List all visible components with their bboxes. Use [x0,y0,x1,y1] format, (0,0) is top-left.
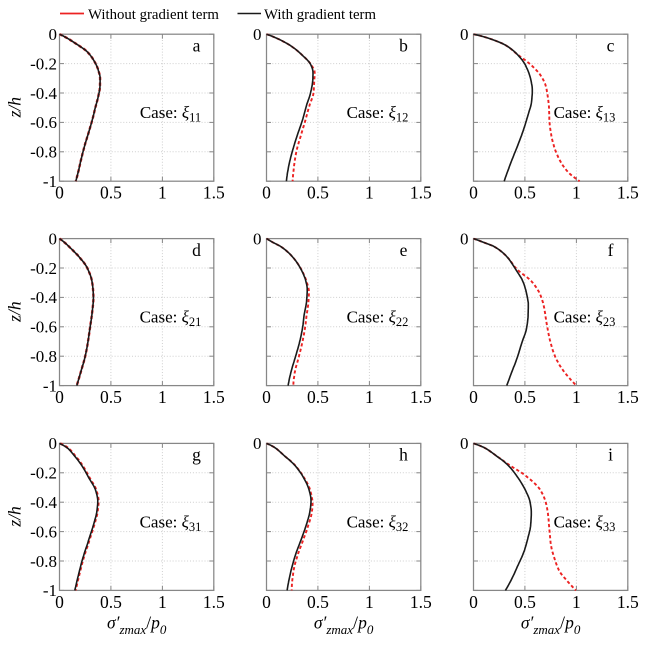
svg-text:-0.8: -0.8 [30,552,57,571]
svg-text:z/h: z/h [5,506,25,528]
svg-text:1.5: 1.5 [203,183,225,203]
svg-text:-0.6: -0.6 [30,113,57,132]
svg-text:0: 0 [49,25,58,44]
svg-text:0: 0 [469,387,478,407]
svg-text:0.5: 0.5 [100,387,122,407]
svg-text:Case: ξ31: Case: ξ31 [140,512,202,534]
svg-text:f: f [608,240,614,260]
svg-text:-0.4: -0.4 [30,493,57,512]
svg-text:1.5: 1.5 [410,183,432,203]
svg-text:1.5: 1.5 [203,387,225,407]
svg-text:Case: ξ33: Case: ξ33 [554,512,616,534]
svg-text:1.5: 1.5 [410,387,432,407]
svg-text:-0.2: -0.2 [30,464,57,483]
svg-text:1: 1 [158,387,167,407]
svg-text:-1: -1 [43,172,57,191]
svg-text:1: 1 [572,183,581,203]
svg-text:1.5: 1.5 [410,592,432,612]
svg-text:0: 0 [49,434,58,453]
svg-text:0: 0 [253,229,262,248]
svg-text:0.5: 0.5 [307,592,329,612]
svg-text:-0.2: -0.2 [30,259,57,278]
svg-text:h: h [399,445,408,465]
svg-text:0: 0 [55,387,64,407]
svg-text:g: g [192,445,201,465]
svg-text:0.5: 0.5 [514,387,536,407]
svg-text:e: e [400,240,408,260]
svg-text:1.5: 1.5 [203,592,225,612]
svg-text:1: 1 [365,387,374,407]
svg-text:0: 0 [55,183,64,203]
svg-text:0: 0 [253,25,262,44]
svg-text:1: 1 [365,592,374,612]
svg-text:d: d [192,240,201,260]
svg-text:0: 0 [460,229,469,248]
svg-text:1: 1 [158,592,167,612]
svg-text:Case: ξ22: Case: ξ22 [347,308,409,330]
svg-text:0: 0 [262,592,271,612]
svg-text:1: 1 [365,183,374,203]
svg-text:0.5: 0.5 [307,183,329,203]
svg-text:0: 0 [262,183,271,203]
svg-text:0: 0 [460,25,469,44]
svg-text:0.5: 0.5 [514,592,536,612]
svg-text:0.5: 0.5 [100,592,122,612]
svg-text:0.5: 0.5 [307,387,329,407]
svg-text:Without gradient term: Without gradient term [88,7,219,23]
svg-text:0.5: 0.5 [100,183,122,203]
svg-text:-0.4: -0.4 [30,288,57,307]
svg-text:Case: ξ32: Case: ξ32 [347,512,409,534]
svg-text:1: 1 [158,183,167,203]
svg-text:Case: ξ21: Case: ξ21 [140,308,202,330]
svg-text:Case: ξ11: Case: ξ11 [140,103,201,125]
svg-text:σ′zmax/p0: σ′zmax/p0 [314,613,374,638]
svg-text:-0.8: -0.8 [30,347,57,366]
svg-text:a: a [193,36,201,56]
svg-text:σ′zmax/p0: σ′zmax/p0 [521,613,581,638]
svg-text:Case: ξ23: Case: ξ23 [554,308,616,330]
svg-text:0.5: 0.5 [514,183,536,203]
svg-text:0: 0 [469,183,478,203]
svg-text:1.5: 1.5 [617,183,639,203]
svg-text:1.5: 1.5 [617,592,639,612]
svg-text:0: 0 [49,229,58,248]
svg-text:σ′zmax/p0: σ′zmax/p0 [107,613,167,638]
svg-text:-1: -1 [43,376,57,395]
svg-text:Case: ξ12: Case: ξ12 [347,103,409,125]
svg-text:b: b [399,36,408,56]
svg-text:0: 0 [55,592,64,612]
svg-text:1: 1 [572,387,581,407]
svg-text:-1: -1 [43,581,57,600]
svg-text:0: 0 [262,387,271,407]
svg-text:-0.4: -0.4 [30,84,57,103]
svg-text:c: c [607,36,615,56]
svg-text:z/h: z/h [5,97,25,119]
svg-text:0: 0 [253,434,262,453]
svg-text:-0.8: -0.8 [30,143,57,162]
svg-text:z/h: z/h [5,301,25,323]
svg-text:-0.6: -0.6 [30,522,57,541]
svg-text:1.5: 1.5 [617,387,639,407]
svg-text:-0.6: -0.6 [30,318,57,337]
svg-text:0: 0 [469,592,478,612]
svg-text:-0.2: -0.2 [30,54,57,73]
svg-text:1: 1 [572,592,581,612]
svg-text:Case: ξ13: Case: ξ13 [554,103,616,125]
svg-text:With gradient term: With gradient term [264,7,376,23]
svg-text:0: 0 [460,434,469,453]
svg-text:i: i [608,445,613,465]
